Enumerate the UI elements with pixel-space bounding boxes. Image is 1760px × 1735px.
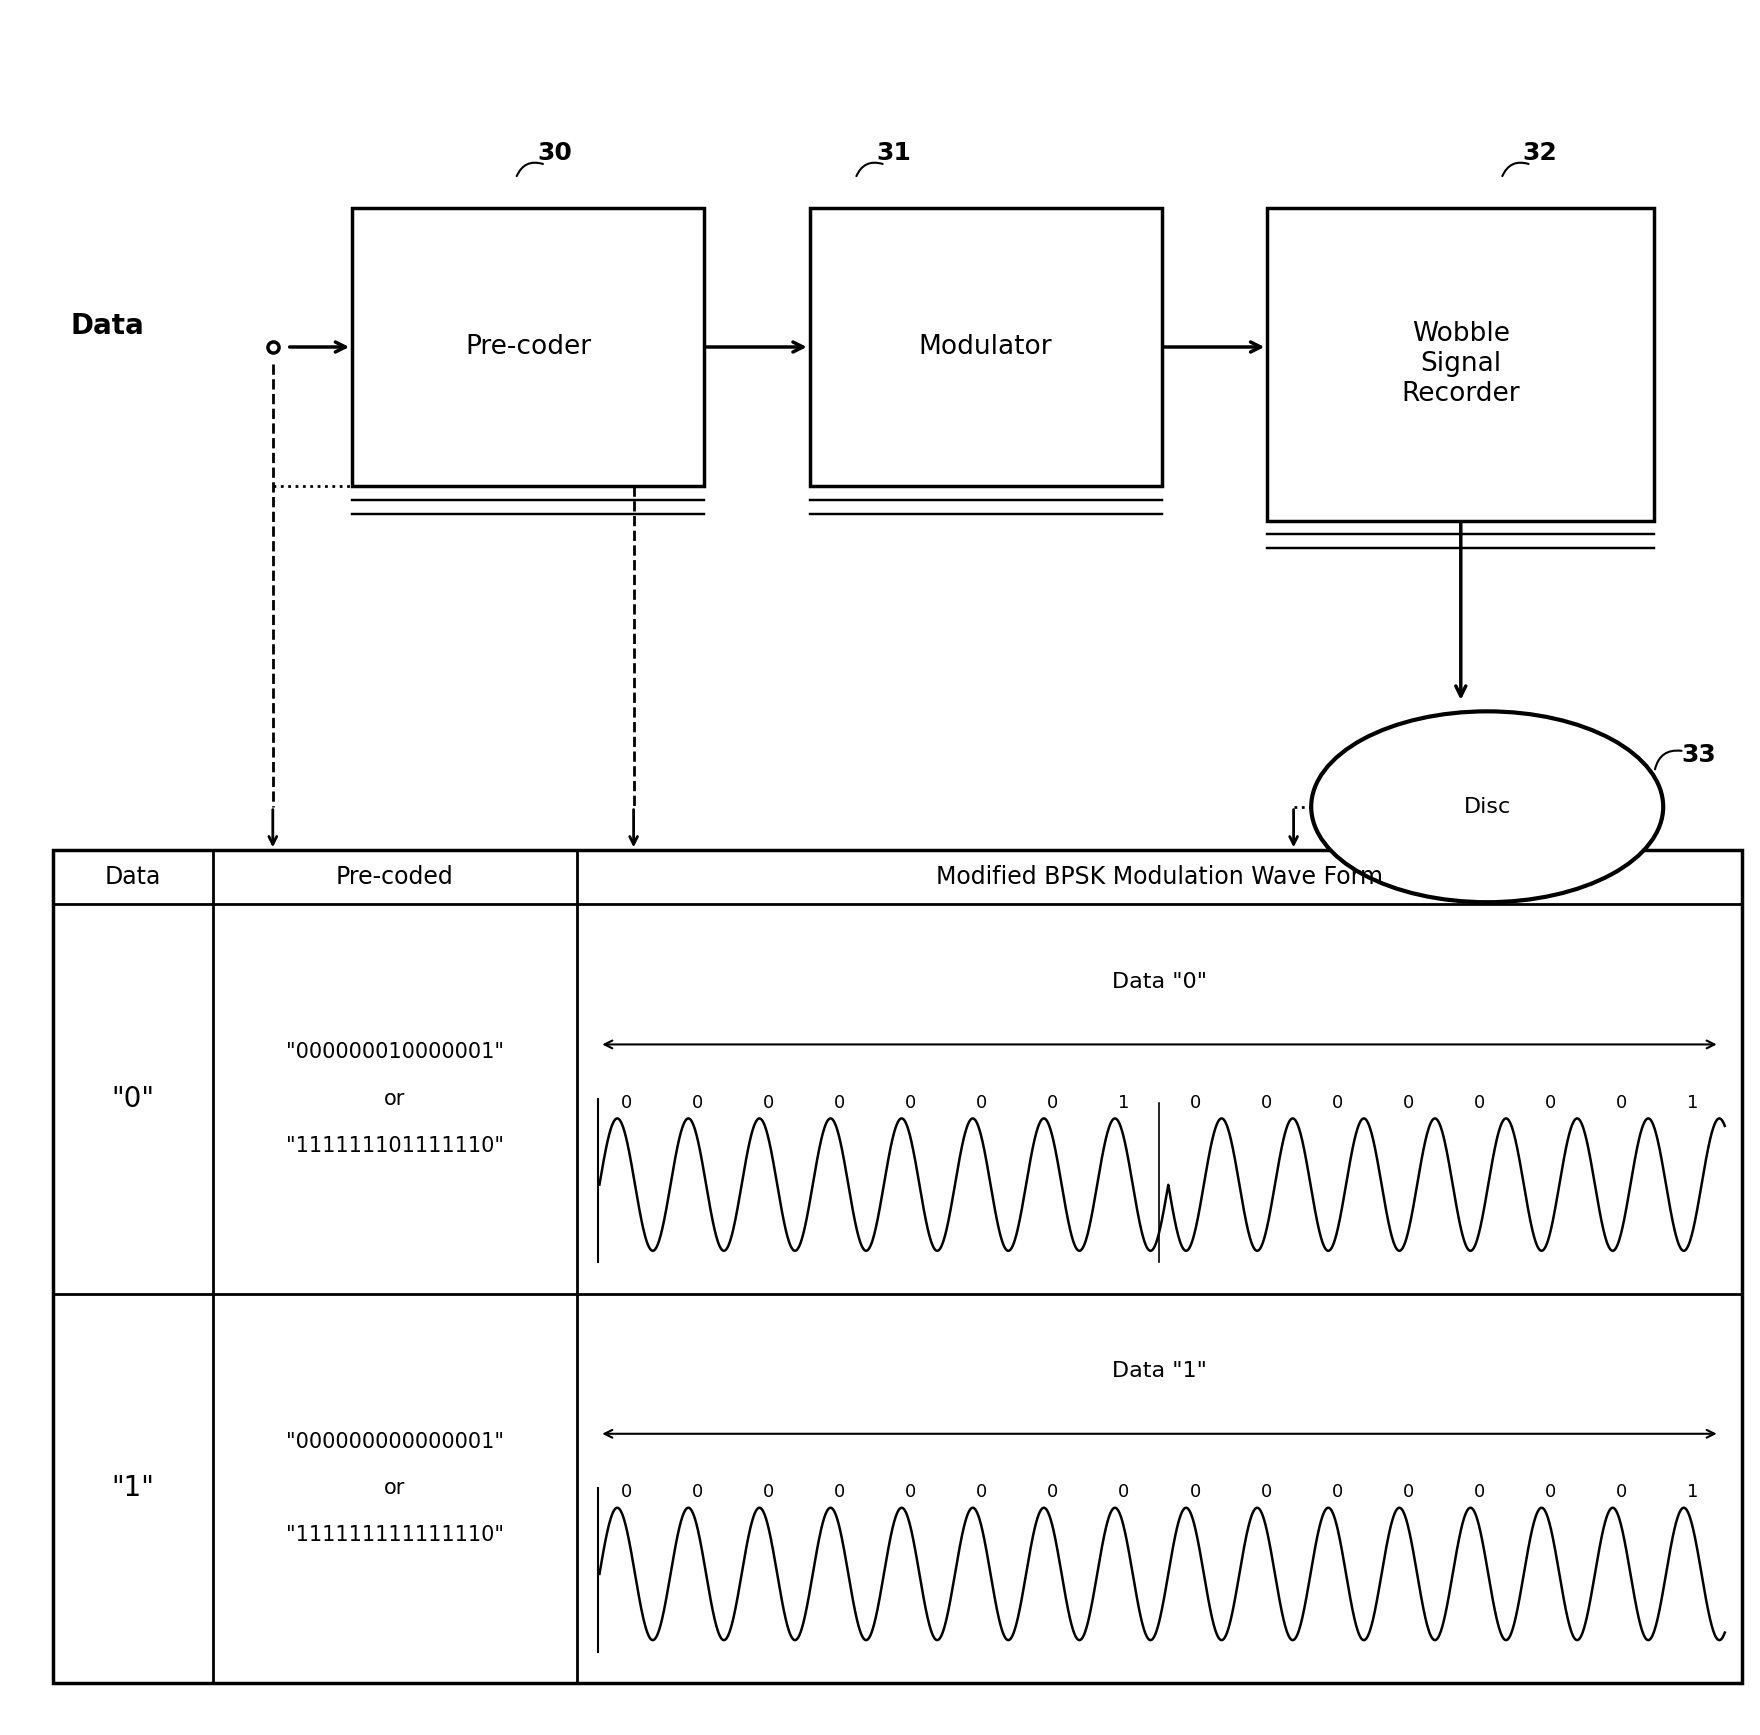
Text: 0: 0 (1047, 1483, 1058, 1501)
Text: 0: 0 (1616, 1093, 1628, 1112)
Text: 0: 0 (1332, 1093, 1343, 1112)
Text: Pre-coder: Pre-coder (465, 335, 591, 359)
Text: 0: 0 (762, 1093, 774, 1112)
Text: 0: 0 (1545, 1483, 1556, 1501)
Text: Data "0": Data "0" (1112, 972, 1207, 992)
Text: 0: 0 (905, 1483, 917, 1501)
Text: or: or (384, 1478, 405, 1499)
Bar (810, 208, 1162, 486)
Text: 1: 1 (1118, 1093, 1130, 1112)
Text: 0: 0 (692, 1093, 702, 1112)
Text: 0: 0 (1260, 1093, 1272, 1112)
Text: 1: 1 (1688, 1483, 1698, 1501)
Text: 0: 0 (977, 1093, 987, 1112)
Text: or: or (384, 1090, 405, 1109)
Text: 0: 0 (1473, 1093, 1485, 1112)
Bar (53, 850, 1742, 1683)
Text: Modulator: Modulator (919, 335, 1052, 359)
Bar (1267, 208, 1654, 520)
Text: "111111101111110": "111111101111110" (285, 1136, 503, 1156)
Text: 0: 0 (1403, 1093, 1413, 1112)
Text: Wobble
Signal
Recorder: Wobble Signal Recorder (1401, 321, 1521, 408)
Text: 0: 0 (1616, 1483, 1628, 1501)
Ellipse shape (1311, 711, 1663, 902)
Text: Pre-coded: Pre-coded (336, 866, 454, 890)
Text: 0: 0 (977, 1483, 987, 1501)
Text: 0: 0 (692, 1483, 702, 1501)
Text: "0": "0" (111, 1084, 155, 1112)
Text: 0: 0 (1190, 1483, 1200, 1501)
Text: Modified BPSK Modulation Wave Form: Modified BPSK Modulation Wave Form (936, 866, 1383, 890)
Text: "111111111111110": "111111111111110" (285, 1525, 503, 1544)
Text: 0: 0 (1403, 1483, 1413, 1501)
Text: 33: 33 (1681, 743, 1716, 767)
Text: 0: 0 (1118, 1483, 1130, 1501)
Text: Data: Data (70, 312, 144, 340)
Bar (352, 208, 704, 486)
Text: 0: 0 (621, 1483, 632, 1501)
Text: 0: 0 (1260, 1483, 1272, 1501)
Text: 0: 0 (1047, 1093, 1058, 1112)
Text: 31: 31 (876, 141, 912, 165)
Text: 0: 0 (1190, 1093, 1200, 1112)
Text: Data: Data (106, 866, 162, 890)
Text: "000000000000001": "000000000000001" (285, 1431, 503, 1452)
Text: Data "1": Data "1" (1112, 1362, 1207, 1381)
Text: 0: 0 (905, 1093, 917, 1112)
Text: 1: 1 (1688, 1093, 1698, 1112)
Text: Disc: Disc (1464, 796, 1510, 817)
Text: 0: 0 (762, 1483, 774, 1501)
Text: 32: 32 (1522, 141, 1558, 165)
Text: "000000010000001": "000000010000001" (285, 1043, 503, 1062)
Text: 0: 0 (834, 1483, 845, 1501)
Text: 0: 0 (621, 1093, 632, 1112)
Text: "1": "1" (111, 1475, 155, 1503)
Text: 0: 0 (1332, 1483, 1343, 1501)
Text: 0: 0 (1473, 1483, 1485, 1501)
Text: 0: 0 (1545, 1093, 1556, 1112)
Text: 0: 0 (834, 1093, 845, 1112)
Text: 30: 30 (537, 141, 572, 165)
